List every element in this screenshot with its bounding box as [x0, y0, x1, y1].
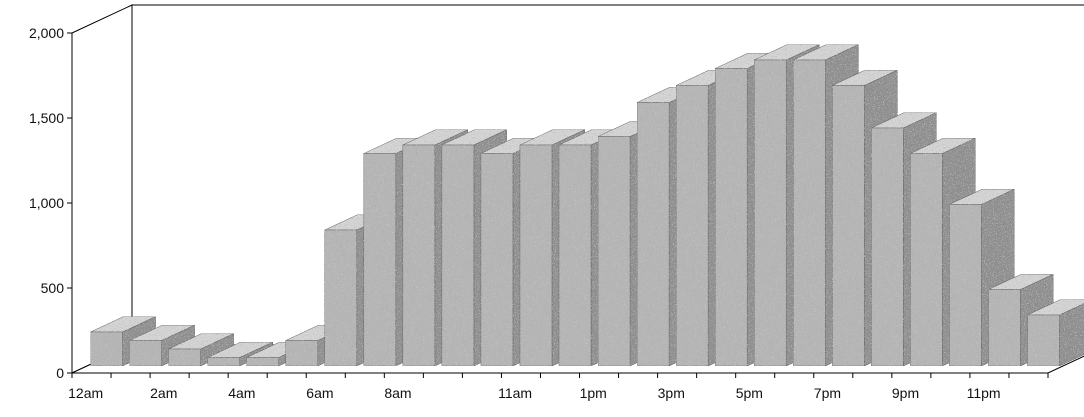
bar-front [636, 102, 670, 367]
bar-front [1027, 314, 1060, 367]
bar-front [519, 144, 553, 367]
x-tick-label: 9pm [892, 385, 919, 401]
bars-group [90, 44, 1084, 367]
bar-front [402, 144, 436, 367]
x-tick-label: 5pm [736, 385, 763, 401]
bar [1027, 299, 1084, 367]
x-tick-label: 11am [498, 385, 532, 401]
bar-front [597, 136, 631, 367]
y-tick-label: 1,000 [29, 195, 64, 211]
bar-front [792, 59, 826, 367]
bar-front [832, 85, 865, 367]
bar-front [285, 340, 318, 367]
x-tick-label: 1pm [580, 385, 607, 401]
bar-front [558, 144, 592, 367]
bar-front [988, 289, 1021, 367]
x-tick-label: 4am [228, 385, 255, 401]
bar-front [871, 127, 904, 367]
bar-front [910, 153, 943, 367]
y-tick-label: 2,000 [29, 25, 64, 41]
x-tick-label: 8am [384, 385, 411, 401]
bar-front [129, 340, 162, 367]
axes-group: 0 500 1,000 1,500 2,000 12am 2am 4am 6am 8am 11am 1… [29, 25, 1049, 401]
x-tick-label: 3pm [658, 385, 685, 401]
x-tick-label: 11pm [967, 385, 1001, 401]
bar-front [324, 229, 358, 367]
bar-front [441, 144, 475, 367]
x-tick-label: 2am [150, 385, 177, 401]
bar-front [90, 331, 123, 367]
bar-front [753, 59, 787, 367]
y-tick-label: 1,500 [29, 110, 64, 126]
x-tick-label: 12am [68, 385, 103, 401]
bar-front [363, 153, 397, 367]
x-tick-label: 7pm [814, 385, 841, 401]
bar-front [246, 357, 279, 367]
bar-front [949, 204, 982, 367]
bar-front [714, 68, 748, 367]
bar-front [675, 85, 709, 367]
bar-front [480, 153, 514, 367]
bar-front [168, 348, 201, 367]
x-tick-label: 6am [306, 385, 333, 401]
y-tick-label: 0 [56, 365, 64, 381]
y-tick-label: 500 [41, 280, 65, 296]
bar-front [207, 357, 240, 367]
